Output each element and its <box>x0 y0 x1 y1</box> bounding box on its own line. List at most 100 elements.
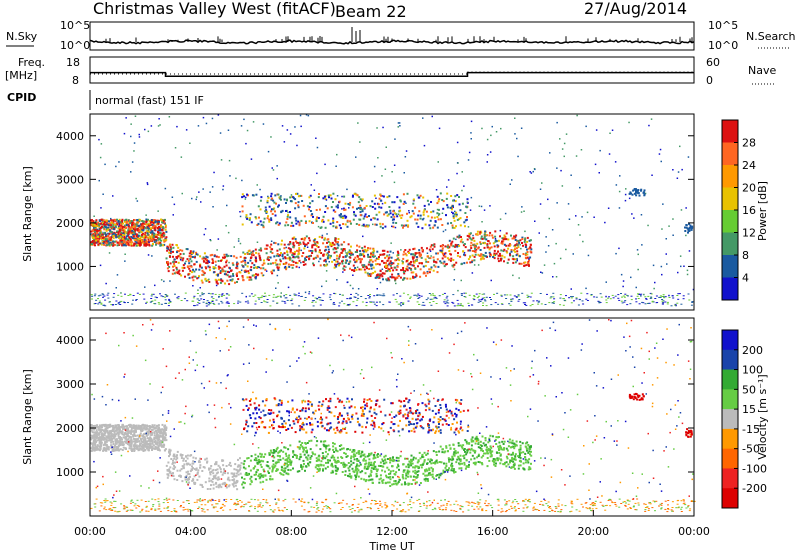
power-cell-2413 <box>437 227 439 229</box>
power-cell-2437 <box>271 198 273 200</box>
velocity-cell-662 <box>108 433 110 435</box>
velocity-cell-921 <box>348 462 350 464</box>
power-cell-3250 <box>496 131 498 133</box>
velocity-cell-784 <box>96 429 98 431</box>
power-cell-2343 <box>364 207 366 209</box>
power-cell-3734 <box>94 227 96 229</box>
power-cell-3385 <box>439 250 441 252</box>
power-cell-900 <box>359 250 361 252</box>
power-cell-2909 <box>365 305 367 306</box>
power-cell-830 <box>93 237 95 239</box>
power-cell-2685 <box>94 294 96 295</box>
power-cell-1440 <box>234 282 236 284</box>
power-cell-3439 <box>576 155 578 157</box>
power-cell-1700 <box>255 252 257 254</box>
power-cell-3531 <box>234 246 236 248</box>
power-cell-979 <box>450 260 452 262</box>
power-cell-2883 <box>94 295 96 296</box>
velocity-cell-1061 <box>368 458 370 460</box>
power-cell-2588 <box>376 224 378 226</box>
power-cell-2975 <box>452 294 454 295</box>
power-cell-3221 <box>284 303 286 304</box>
power-cell-3311 <box>490 135 492 137</box>
power-cell-2775 <box>367 295 369 296</box>
velocity-cell-1003 <box>453 448 455 450</box>
power-cell-2950 <box>447 303 449 304</box>
velocity-cell-1091 <box>413 476 415 478</box>
power-cell-3266 <box>381 175 383 177</box>
power-cell-3703 <box>132 161 134 163</box>
power-cell-3664 <box>605 296 607 298</box>
power-cell-2643 <box>276 221 278 223</box>
power-cell-1698 <box>463 262 465 264</box>
power-cell-3710 <box>680 255 682 257</box>
power-cell-3168 <box>150 298 152 299</box>
power-cell-3349 <box>633 217 635 219</box>
power-cell-3247 <box>382 295 384 296</box>
power-cell-2757 <box>196 305 198 306</box>
power-cell-2244 <box>446 193 448 195</box>
power-cell-3415 <box>394 138 396 140</box>
power-cell-3600 <box>345 252 347 254</box>
power-cell-2104 <box>410 269 412 271</box>
power-cell-3538 <box>564 143 566 145</box>
power-cell-1942 <box>365 250 367 252</box>
power-cell-2552 <box>312 216 314 218</box>
power-cell-1887 <box>276 255 278 257</box>
power-cell-1648 <box>494 250 496 252</box>
power-cell-2479 <box>309 220 311 222</box>
velocity-cell-856 <box>157 449 159 451</box>
power-cell-2081 <box>496 244 498 246</box>
power-cell-3788 <box>691 229 693 231</box>
power-cell-2075 <box>182 259 184 261</box>
power-cell-1481 <box>267 263 269 265</box>
power-cell-2489 <box>352 206 354 208</box>
power-cell-2076 <box>486 243 488 245</box>
power-cell-1656 <box>233 255 235 257</box>
power-cell-1429 <box>397 273 399 275</box>
power-cell-3742 <box>469 152 471 154</box>
power-cell-2676 <box>623 302 625 303</box>
velocity-cell-815 <box>130 440 132 442</box>
power-cell-3496 <box>404 201 406 203</box>
power-cell-2713 <box>576 298 578 299</box>
power-cell-2611 <box>268 221 270 223</box>
power-cell-3083 <box>211 296 213 297</box>
power-cell-2024 <box>173 263 175 265</box>
power-cell-1994 <box>299 242 301 244</box>
power-cell-2659 <box>490 304 492 305</box>
power-cell-2214 <box>432 210 434 212</box>
power-cell-3517 <box>668 295 670 297</box>
power-cell-3653 <box>398 126 400 128</box>
power-cell-749 <box>104 221 106 223</box>
power-cell-3147 <box>512 298 514 299</box>
power-cell-3163 <box>130 294 132 295</box>
power-cell-1914 <box>513 237 515 239</box>
power-cell-3288 <box>326 270 328 272</box>
velocity-cell-869 <box>128 432 130 434</box>
power-cell-3546 <box>163 281 165 283</box>
power-cell-2314 <box>374 208 376 210</box>
velocity-cell-764 <box>139 426 141 428</box>
power-cell-3474 <box>457 142 459 144</box>
power-cell-2615 <box>318 196 320 198</box>
power-cell-3235 <box>474 296 476 297</box>
power-cell-2050 <box>183 264 185 266</box>
power-cell-3513 <box>430 255 432 256</box>
power-cell-3233 <box>346 298 348 299</box>
power-cell-3271 <box>593 217 595 219</box>
power-cell-2059 <box>525 257 527 259</box>
power-cell-784 <box>142 241 144 243</box>
power-cell-875 <box>111 222 113 224</box>
power-cell-3265 <box>245 197 247 199</box>
velocity-cell-755 <box>119 429 121 431</box>
power-cell-2467 <box>429 227 431 229</box>
power-cell-2203 <box>323 216 325 218</box>
power-cell-3048 <box>112 305 114 306</box>
power-cell-3582 <box>398 122 400 124</box>
power-cell-3511 <box>276 165 278 167</box>
power-cell-2877 <box>679 293 681 294</box>
power-cell-3597 <box>638 254 640 256</box>
power-cell-3097 <box>376 294 378 295</box>
power-cell-1101 <box>476 243 478 245</box>
